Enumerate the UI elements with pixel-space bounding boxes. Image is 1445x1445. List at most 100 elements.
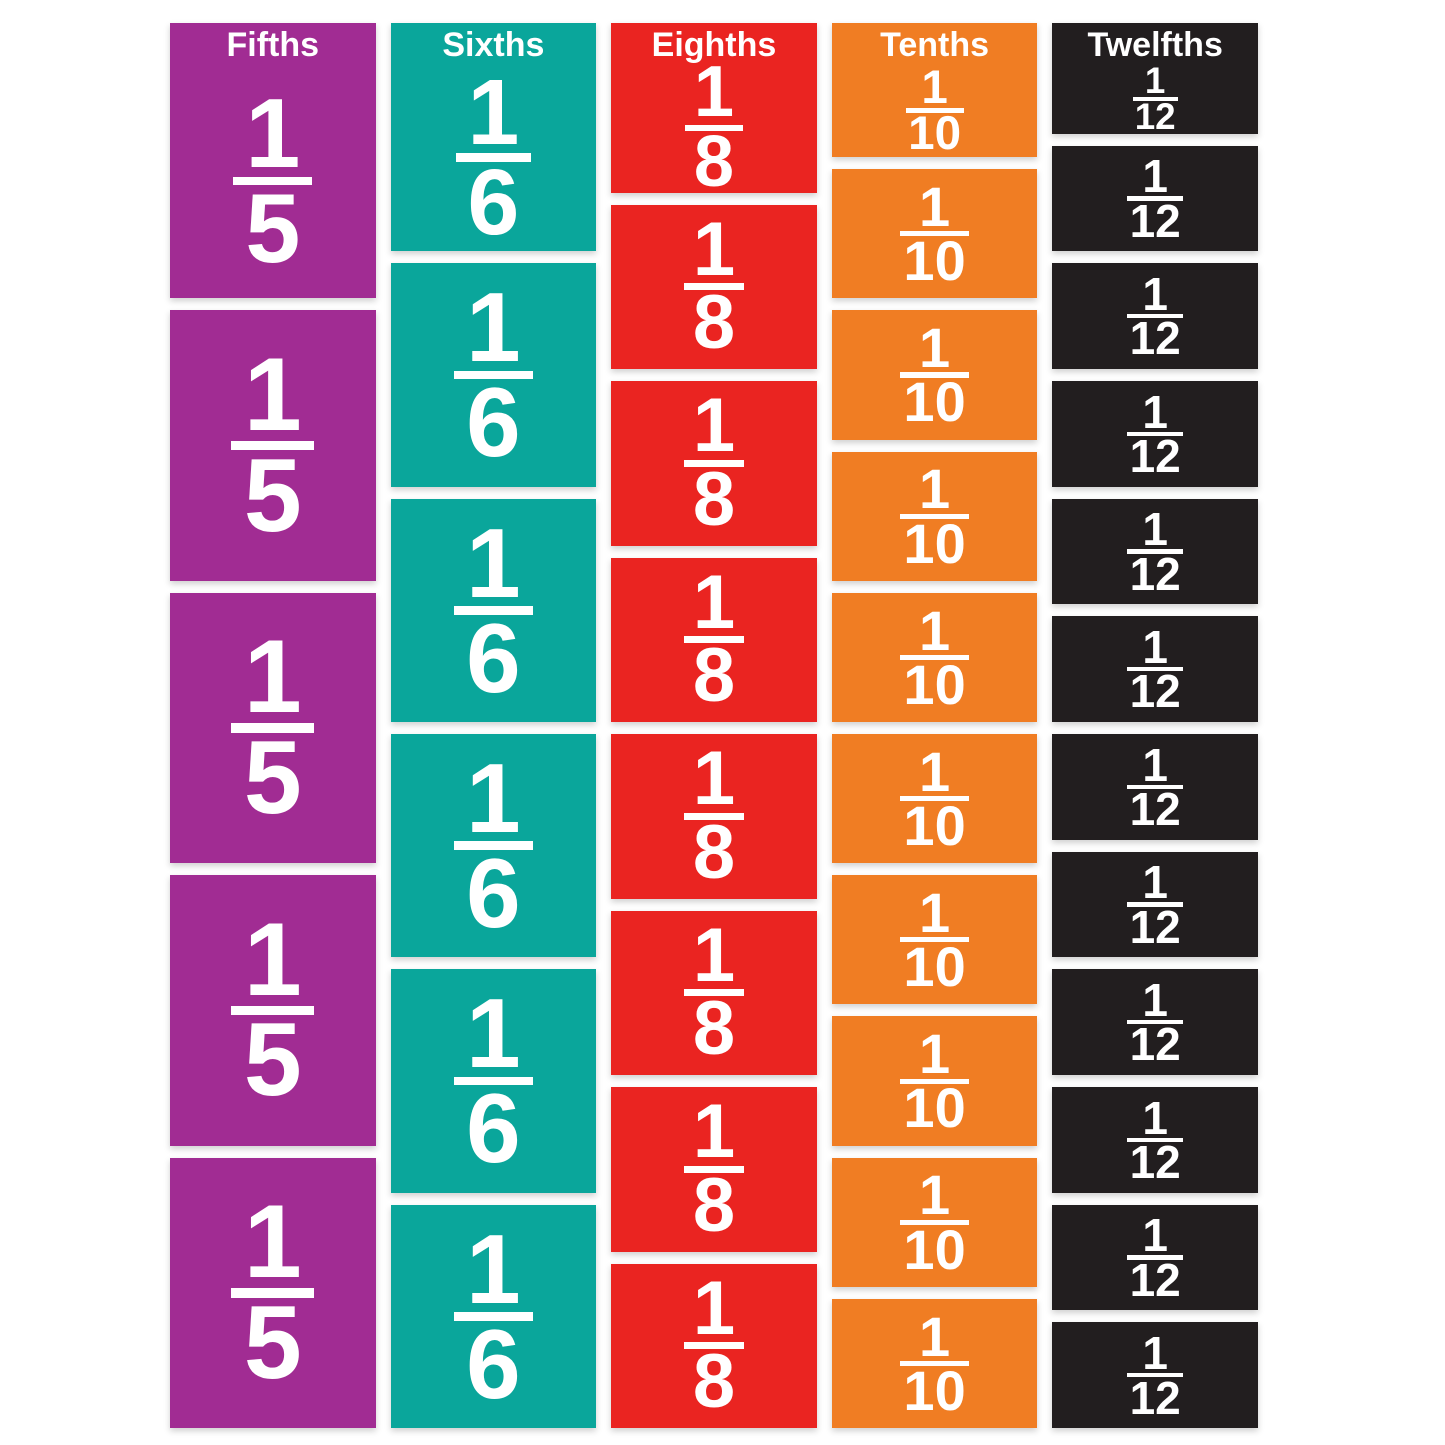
fraction-denominator: 10 (903, 1358, 966, 1422)
fraction: 1 12 (1132, 62, 1178, 138)
fraction-denominator: 12 (1129, 547, 1181, 600)
fraction-denominator: 8 (693, 122, 735, 203)
fraction: 1 10 (900, 1304, 969, 1422)
fraction-bar (231, 1005, 315, 1016)
fraction: 1 10 (900, 1022, 969, 1136)
column-header-label: Tenths (880, 26, 990, 64)
fraction-denominator: 10 (903, 229, 966, 293)
fraction-bar (905, 108, 964, 113)
fraction-numerator: 1 (919, 1304, 951, 1368)
fraction-denominator: 12 (1129, 194, 1181, 247)
fraction-numerator: 1 (1142, 503, 1168, 556)
fraction-bar (900, 937, 969, 943)
fraction-numerator: 1 (692, 383, 736, 469)
fraction-bar (454, 605, 533, 615)
fraction-denominator: 8 (692, 1162, 736, 1248)
fraction-bar (1127, 431, 1184, 436)
fraction-tile: 1 12 (1052, 616, 1258, 723)
fraction-denominator: 12 (1129, 900, 1181, 953)
fraction-tile: 1 12 (1052, 263, 1258, 370)
fraction: 1 12 (1127, 150, 1184, 247)
fraction-bar (900, 513, 969, 519)
fraction-denominator: 5 (245, 173, 301, 284)
fraction-numerator: 1 (692, 736, 736, 822)
column-eighths: Eighths 1 8 1 8 1 8 1 8 1 8 1 8 1 8 1 8 (611, 23, 817, 1428)
fraction-bar (1127, 1373, 1184, 1378)
fraction: 1 10 (900, 461, 969, 571)
fraction-numerator: 1 (919, 598, 951, 662)
fraction-numerator: 1 (919, 174, 951, 238)
fraction-denominator: 8 (692, 456, 736, 542)
fraction-numerator: 1 (1142, 1209, 1168, 1262)
fraction-denominator: 8 (692, 809, 736, 895)
column-header-label: Sixths (442, 26, 545, 64)
column-sixths: Sixths 1 6 1 6 1 6 1 6 1 6 1 6 (390, 23, 597, 1428)
fraction-numerator: 1 (466, 272, 521, 383)
fraction-tile: 1 10 (831, 1016, 1038, 1146)
fraction-tile: 1 10 (831, 1298, 1038, 1429)
fraction: 1 10 (900, 598, 969, 716)
fraction-denominator: 12 (1129, 312, 1181, 365)
fraction: 1 12 (1127, 503, 1184, 600)
fraction-denominator: 6 (466, 602, 521, 713)
fraction-bar (685, 124, 743, 132)
fraction-numerator: 1 (919, 1022, 951, 1086)
fraction-bar (683, 1342, 745, 1350)
fraction-bar (1127, 784, 1184, 789)
fraction-denominator: 8 (692, 280, 736, 366)
fraction-bar (900, 1219, 969, 1225)
fraction-numerator: 1 (919, 880, 951, 944)
fraction-denominator: 5 (243, 1284, 302, 1401)
fraction-bar (900, 372, 969, 378)
fraction: 1 10 (900, 739, 969, 858)
fraction-tile: 1 12 (1052, 381, 1258, 487)
fraction-denominator: 6 (466, 837, 521, 948)
fraction-numerator: 1 (1142, 1091, 1168, 1144)
fraction-numerator: 1 (466, 742, 521, 853)
fraction-numerator: 1 (245, 77, 301, 188)
fraction-denominator: 8 (692, 986, 736, 1072)
fraction-bar (900, 1360, 969, 1366)
fraction-numerator: 1 (1142, 150, 1168, 203)
fraction-denominator: 12 (1134, 96, 1176, 138)
fraction: 1 10 (900, 880, 969, 999)
fraction-bar (683, 636, 745, 644)
fraction-denominator: 10 (903, 652, 966, 716)
fraction-tile: Fifths 1 5 (170, 23, 376, 299)
fraction-denominator: 5 (243, 1002, 302, 1119)
fraction-tile: Eighths 1 8 (611, 23, 817, 203)
fraction-numerator: 1 (243, 901, 302, 1018)
fraction-bar (1127, 314, 1184, 319)
fraction-bar (454, 370, 533, 380)
fraction: 1 10 (905, 63, 964, 157)
fraction-numerator: 1 (919, 739, 951, 803)
fraction-numerator: 1 (243, 619, 302, 736)
column-header-label: Eighths (651, 26, 777, 64)
fraction: 1 12 (1127, 859, 1184, 953)
column-tenths: Tenths 1 10 1 10 1 10 1 10 1 10 1 10 1 10 1 10 1 10 1 10 (831, 23, 1038, 1429)
fraction: 1 12 (1127, 742, 1184, 832)
fraction-denominator: 10 (903, 794, 966, 858)
fraction-bar (454, 1311, 533, 1321)
fraction-denominator: 8 (692, 633, 736, 719)
fraction-tile: 1 10 (831, 875, 1038, 1005)
fraction-numerator: 1 (466, 507, 521, 618)
fraction-tile: 1 10 (831, 734, 1038, 864)
fraction-bar (231, 723, 315, 733)
fraction-tile: Tenths 1 10 (831, 23, 1038, 157)
fraction-denominator: 5 (243, 719, 302, 836)
fraction-denominator: 10 (903, 935, 966, 999)
